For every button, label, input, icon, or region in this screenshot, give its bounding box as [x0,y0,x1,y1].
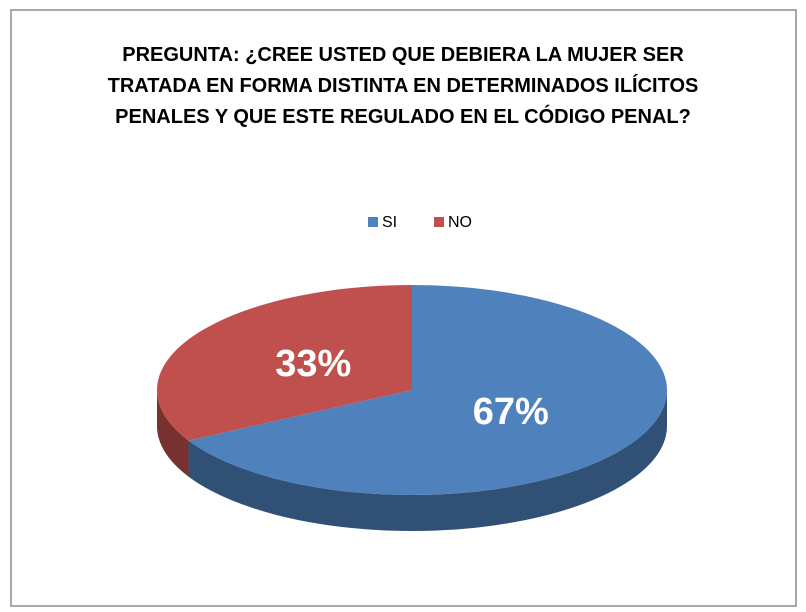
pie-side [157,390,189,477]
legend-swatch [434,217,444,227]
pie-side-shade [188,390,667,531]
data-label: 67% [473,391,549,433]
pie-side-shade [157,390,189,477]
pie-slice [188,285,667,496]
pie-side [188,390,667,531]
legend-swatch [368,217,378,227]
data-label: 33% [275,343,351,385]
pie-slice [156,285,412,441]
legend-label: SI [382,214,397,231]
chart-title: PREGUNTA: ¿CREE USTED QUE DEBIERA LA MUJ… [107,44,699,128]
legend-label: NO [448,214,472,231]
